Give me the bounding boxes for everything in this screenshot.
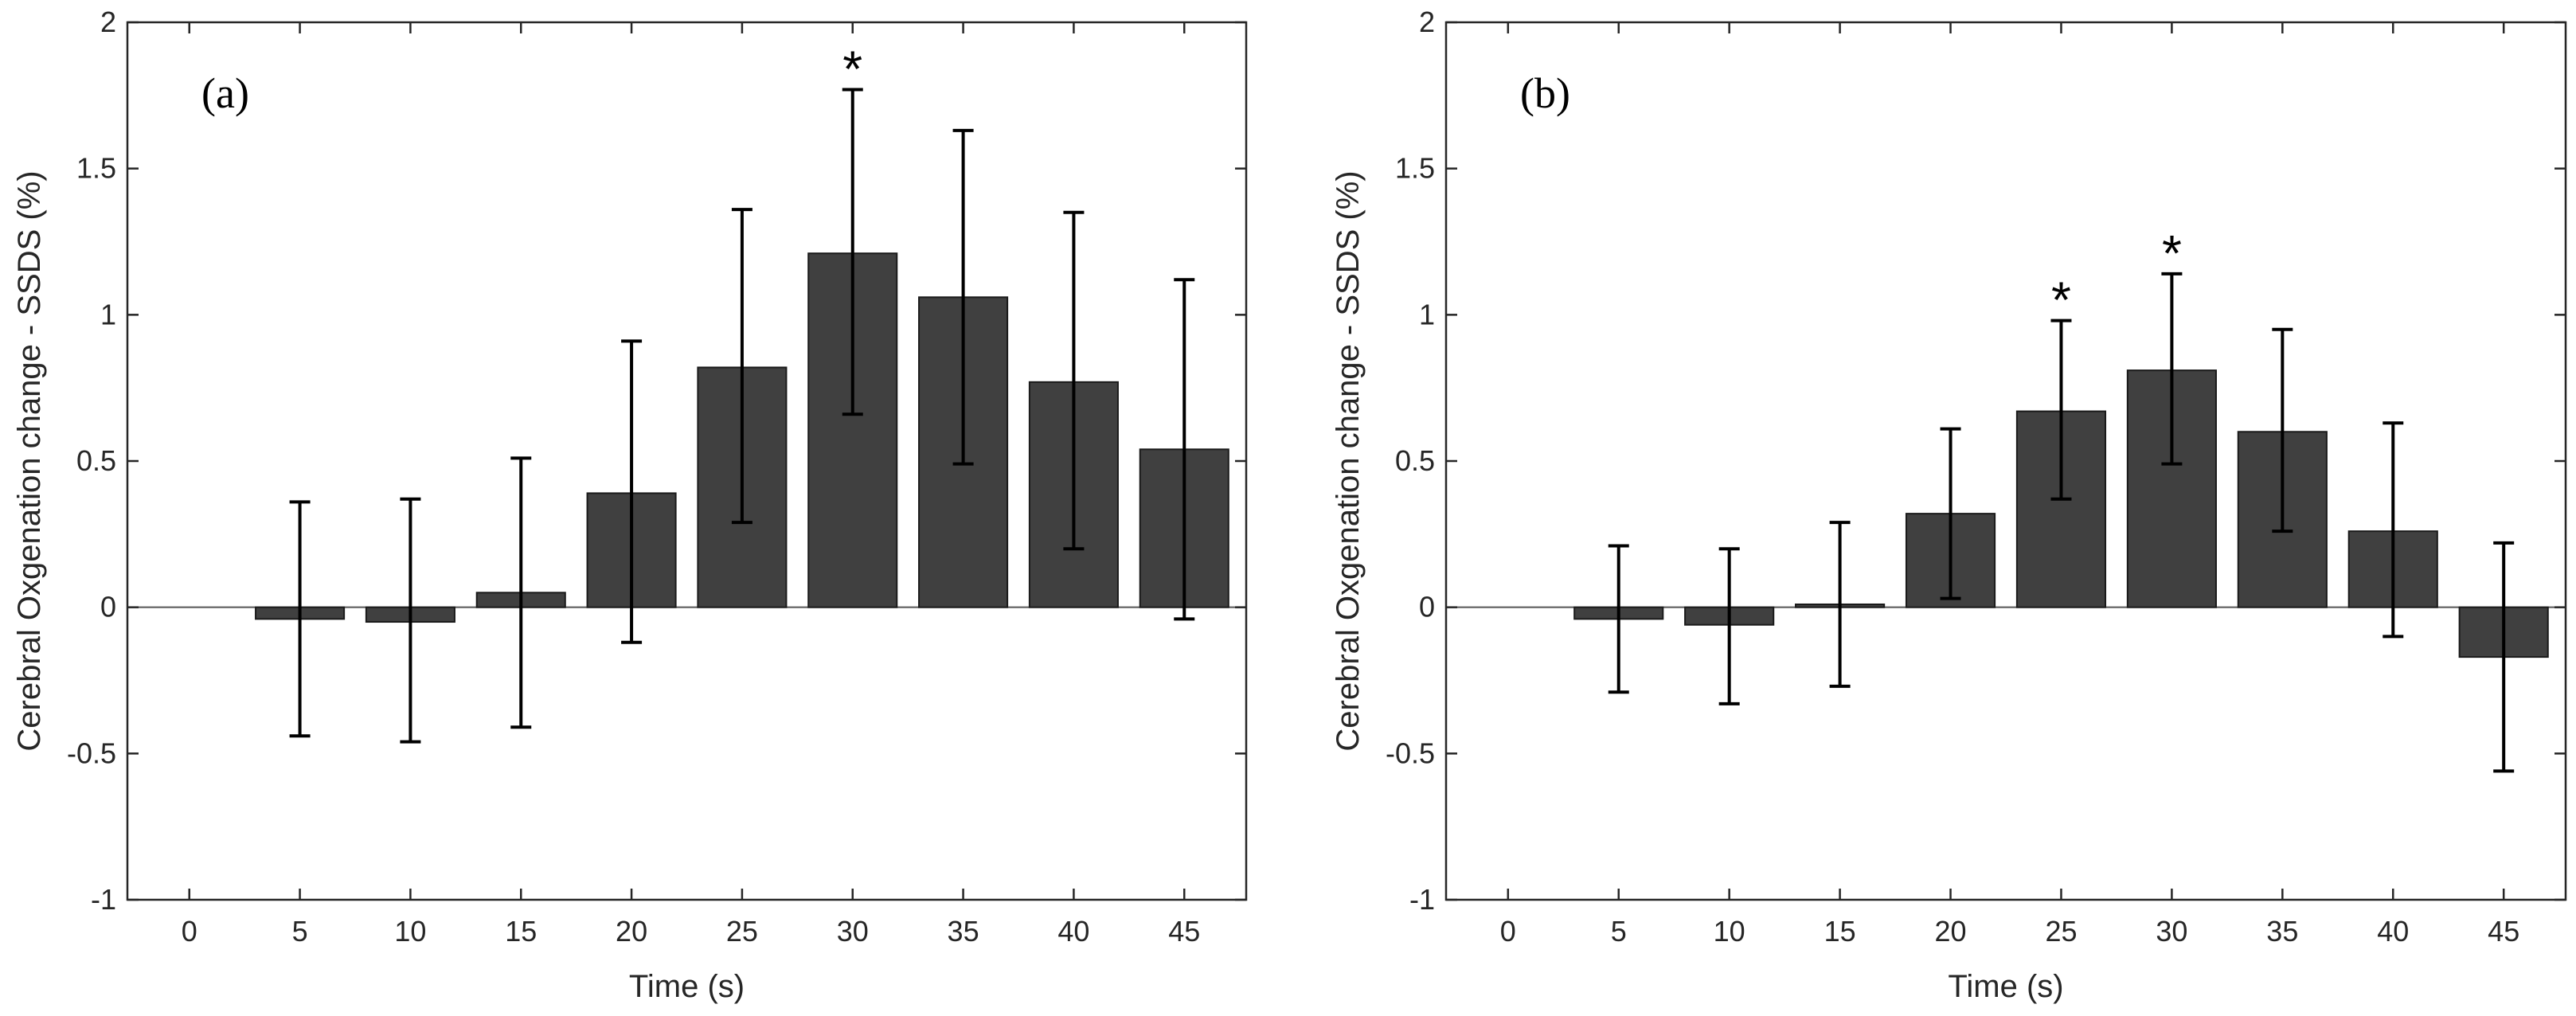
y-tick-label: -1 bbox=[1409, 883, 1435, 916]
panel-label: (b) bbox=[1520, 69, 1570, 117]
x-tick-label: 25 bbox=[726, 915, 758, 948]
x-tick-label: 30 bbox=[2156, 915, 2187, 948]
y-tick-label: -0.5 bbox=[67, 737, 116, 769]
x-axis-label: Time (s) bbox=[629, 969, 745, 1004]
y-axis-label: Cerebral Oxgenation change - SSDS (%) bbox=[1331, 170, 1366, 751]
y-tick-label: 0.5 bbox=[1395, 444, 1435, 477]
x-tick-label: 25 bbox=[2045, 915, 2077, 948]
x-tick-label: 5 bbox=[1611, 915, 1627, 948]
y-tick-label: 2 bbox=[1419, 6, 1435, 38]
x-tick-label: 20 bbox=[1935, 915, 1967, 948]
x-tick-label: 15 bbox=[1824, 915, 1856, 948]
x-tick-label: 35 bbox=[2266, 915, 2298, 948]
y-tick-label: 2 bbox=[100, 6, 116, 38]
x-tick-label: 20 bbox=[616, 915, 647, 948]
x-tick-label: 10 bbox=[394, 915, 426, 948]
x-tick-label: 5 bbox=[292, 915, 308, 948]
panel-label: (a) bbox=[201, 69, 249, 117]
x-tick-label: 15 bbox=[505, 915, 537, 948]
y-tick-label: 0.5 bbox=[76, 444, 116, 477]
panel-a: -1-0.500.511.520 5 10 15 20 25 30 35 40 45*Time (… bbox=[12, 6, 1248, 1004]
significance-marker: * bbox=[2162, 225, 2182, 282]
x-tick-label: 30 bbox=[837, 915, 869, 948]
x-tick-label: 0 bbox=[182, 915, 197, 948]
y-axis-label: Cerebral Oxgenation change - SSDS (%) bbox=[12, 170, 47, 751]
y-tick-label: 0 bbox=[100, 591, 116, 623]
x-tick-label: 10 bbox=[1714, 915, 1745, 948]
y-tick-label: 1 bbox=[1419, 298, 1435, 330]
y-tick-label: -1 bbox=[91, 883, 116, 916]
y-tick-label: 1.5 bbox=[76, 152, 116, 185]
x-tick-label: 35 bbox=[948, 915, 979, 948]
y-tick-label: 1 bbox=[100, 298, 116, 330]
x-tick-label: 40 bbox=[2377, 915, 2409, 948]
x-tick-label: 0 bbox=[1500, 915, 1516, 948]
x-axis-label: Time (s) bbox=[1948, 969, 2063, 1004]
significance-marker: * bbox=[842, 40, 862, 97]
y-tick-label: 0 bbox=[1419, 591, 1435, 623]
y-tick-label: 1.5 bbox=[1395, 152, 1435, 185]
panel-b: -1-0.500.511.520 5 10 15 20 25 30 35 40 45**Time … bbox=[1331, 6, 2567, 1004]
significance-marker: * bbox=[2051, 272, 2071, 329]
x-tick-label: 40 bbox=[1057, 915, 1089, 948]
x-tick-label: 45 bbox=[2488, 915, 2519, 948]
y-tick-label: -0.5 bbox=[1386, 737, 1435, 769]
x-tick-label: 45 bbox=[1168, 915, 1200, 948]
